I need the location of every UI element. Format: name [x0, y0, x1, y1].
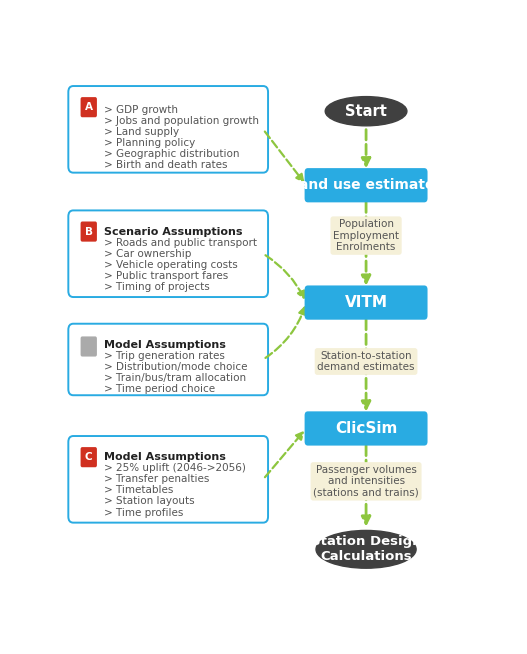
Ellipse shape [316, 530, 416, 568]
Text: > Vehicle operating costs: > Vehicle operating costs [104, 260, 238, 270]
FancyBboxPatch shape [81, 97, 97, 117]
Text: > Land supply: > Land supply [104, 127, 179, 137]
Text: Start: Start [345, 104, 387, 119]
FancyBboxPatch shape [305, 285, 427, 320]
Text: > Train/bus/tram allocation: > Train/bus/tram allocation [104, 373, 246, 383]
Text: > GDP growth: > GDP growth [104, 105, 178, 114]
FancyBboxPatch shape [69, 436, 268, 523]
Text: > Station layouts: > Station layouts [104, 496, 194, 506]
Text: > Time profiles: > Time profiles [104, 508, 183, 517]
Text: Model Assumptions: Model Assumptions [104, 452, 226, 462]
Text: Passenger volumes
and intensities
(stations and trains): Passenger volumes and intensities (stati… [313, 465, 419, 498]
FancyBboxPatch shape [81, 447, 97, 467]
Text: B: B [85, 226, 93, 237]
Text: > Car ownership: > Car ownership [104, 249, 191, 259]
Text: > Time period choice: > Time period choice [104, 384, 215, 394]
Text: Station Design
Calculations: Station Design Calculations [311, 536, 421, 563]
Text: > 25% uplift (2046->2056): > 25% uplift (2046->2056) [104, 463, 246, 473]
Text: A: A [85, 102, 93, 112]
FancyBboxPatch shape [305, 411, 427, 445]
Text: > Planning policy: > Planning policy [104, 138, 195, 148]
Text: > Timetables: > Timetables [104, 485, 173, 496]
FancyBboxPatch shape [81, 222, 97, 241]
Text: Station-to-station
demand estimates: Station-to-station demand estimates [317, 351, 415, 372]
FancyBboxPatch shape [69, 211, 268, 297]
Text: > Roads and public transport: > Roads and public transport [104, 237, 257, 248]
FancyBboxPatch shape [81, 336, 97, 356]
Text: > Geographic distribution: > Geographic distribution [104, 149, 239, 159]
Text: Land use estimates: Land use estimates [290, 179, 443, 192]
Text: > Public transport fares: > Public transport fares [104, 271, 228, 281]
Text: Scenario Assumptions: Scenario Assumptions [104, 226, 242, 237]
Ellipse shape [325, 97, 407, 126]
Text: VITM: VITM [345, 295, 387, 310]
FancyBboxPatch shape [305, 168, 427, 202]
Text: > Distribution/mode choice: > Distribution/mode choice [104, 362, 247, 372]
Text: > Trip generation rates: > Trip generation rates [104, 351, 225, 361]
Text: ClicSim: ClicSim [335, 421, 397, 436]
Text: > Jobs and population growth: > Jobs and population growth [104, 116, 259, 126]
Text: > Timing of projects: > Timing of projects [104, 282, 210, 292]
Text: > Birth and death rates: > Birth and death rates [104, 160, 227, 170]
Text: Model Assumptions: Model Assumptions [104, 340, 226, 350]
Text: Population
Employment
Enrolments: Population Employment Enrolments [333, 219, 399, 252]
Text: > Transfer penalties: > Transfer penalties [104, 474, 209, 485]
FancyBboxPatch shape [69, 324, 268, 395]
Text: C: C [85, 452, 93, 462]
FancyBboxPatch shape [69, 86, 268, 173]
